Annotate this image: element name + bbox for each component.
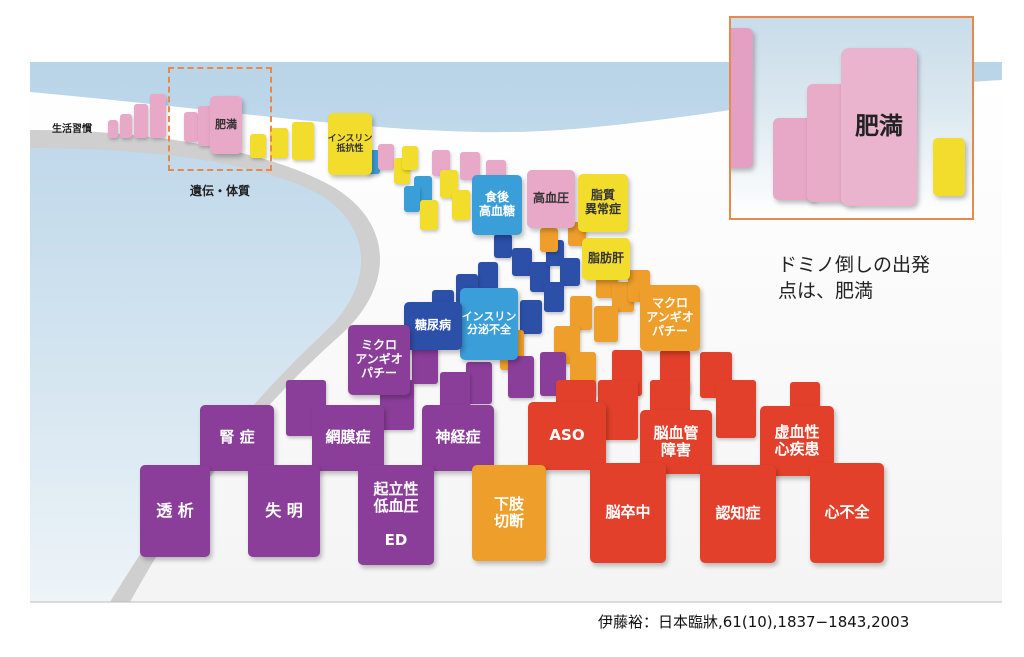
tile-aso: ASO bbox=[528, 402, 606, 470]
obesity-highlight-box bbox=[168, 67, 272, 171]
background-domino-piece bbox=[184, 112, 198, 142]
background-domino-piece bbox=[134, 104, 148, 138]
background-domino-piece bbox=[250, 134, 266, 158]
tile-dialysis-label: 透 析 bbox=[156, 500, 194, 520]
background-domino-piece bbox=[494, 234, 512, 258]
background-domino-piece bbox=[292, 122, 314, 160]
background-domino-piece bbox=[716, 380, 756, 438]
tile-retinopathy-label: 網膜症 bbox=[325, 428, 371, 447]
tile-orthostatic-hypotension-ed-label: 起立性 低血圧 ED bbox=[373, 479, 419, 550]
background-domino-piece bbox=[270, 128, 288, 158]
tile-aso-label: ASO bbox=[549, 426, 585, 445]
tile-diabetes: 糖尿病 bbox=[404, 302, 462, 350]
inset-caption-line1: ドミノ倒しの出発 bbox=[778, 254, 931, 276]
tile-insulin-resistance-label: インスリン 抵抗性 bbox=[327, 133, 373, 154]
tile-heart-failure-label: 心不全 bbox=[824, 503, 870, 522]
inset-obesity-domino: 肥満 bbox=[841, 48, 917, 206]
tile-postprandial-hyperglycemia-label: 食後 高血糖 bbox=[478, 190, 515, 218]
tile-stroke: 脳卒中 bbox=[590, 463, 666, 563]
tile-postprandial-hyperglycemia: 食後 高血糖 bbox=[472, 175, 522, 235]
background-domino-piece bbox=[478, 262, 498, 290]
inset-obesity-label: 肥満 bbox=[855, 112, 903, 141]
tile-dialysis: 透 析 bbox=[140, 465, 210, 557]
tile-macroangiopathy-label: マクロ アンギオ パチー bbox=[646, 296, 694, 338]
inset-caption-line2: 点は、肥満 bbox=[778, 280, 874, 302]
background-domino-piece bbox=[466, 362, 492, 404]
tile-nephropathy-label: 腎 症 bbox=[219, 428, 255, 447]
tile-blindness: 失 明 bbox=[248, 465, 320, 557]
tile-dementia: 認知症 bbox=[700, 465, 776, 563]
tile-macroangiopathy: マクロ アンギオ パチー bbox=[640, 285, 700, 351]
background-domino-piece bbox=[120, 114, 132, 138]
inset-pink-domino-1 bbox=[731, 28, 753, 168]
background-domino-piece bbox=[540, 228, 558, 252]
tile-dyslipidemia-label: 脂質 異常症 bbox=[584, 188, 621, 216]
background-domino-piece bbox=[412, 344, 438, 384]
background-domino-piece bbox=[108, 120, 118, 138]
tile-obesity-label: 肥満 bbox=[215, 117, 237, 131]
background-domino-piece bbox=[378, 144, 394, 170]
background-domino-piece bbox=[594, 306, 618, 342]
background-domino-piece bbox=[544, 282, 564, 312]
background-domino-piece bbox=[512, 248, 532, 276]
tile-impaired-insulin-secretion: インスリン 分泌不全 bbox=[460, 288, 518, 360]
tile-neuropathy: 神経症 bbox=[422, 405, 494, 471]
tile-fatty-liver: 脂肪肝 bbox=[582, 238, 630, 280]
background-domino-piece bbox=[508, 356, 534, 398]
tile-dementia-label: 認知症 bbox=[715, 504, 761, 523]
tile-blindness-label: 失 明 bbox=[265, 500, 303, 520]
tile-heart-failure: 心不全 bbox=[810, 463, 884, 563]
tile-hypertension-label: 高血圧 bbox=[532, 191, 569, 206]
tile-stroke-label: 脳卒中 bbox=[605, 503, 651, 522]
background-domino-piece bbox=[560, 258, 580, 286]
tile-amputation: 下肢 切断 bbox=[472, 465, 546, 561]
background-domino-piece bbox=[150, 94, 166, 138]
tile-microangiopathy-label: ミクロ アンギオ パチー bbox=[355, 338, 403, 380]
tile-amputation-label: 下肢 切断 bbox=[493, 494, 524, 530]
tile-impaired-insulin-secretion-label: インスリン 分泌不全 bbox=[461, 310, 517, 336]
background-domino-piece bbox=[198, 106, 212, 146]
tile-ischemic-heart-disease-label: 虚血性 心疾患 bbox=[774, 422, 820, 458]
heredity-label: 遺伝・体質 bbox=[190, 184, 251, 198]
tile-microangiopathy: ミクロ アンギオ パチー bbox=[348, 325, 410, 395]
background-domino-piece bbox=[420, 200, 438, 230]
tile-obesity: 肥満 bbox=[210, 96, 242, 154]
tile-orthostatic-hypotension-ed: 起立性 低血圧 ED bbox=[358, 465, 434, 565]
background-domino-piece bbox=[432, 150, 450, 176]
tile-nephropathy: 腎 症 bbox=[200, 405, 274, 471]
tile-hypertension: 高血圧 bbox=[527, 170, 575, 228]
tile-cerebrovascular-disorder-label: 脳血管 障害 bbox=[653, 423, 699, 459]
background-domino-piece bbox=[460, 152, 480, 180]
inset-yellow-domino bbox=[933, 138, 965, 196]
background-domino-piece bbox=[570, 296, 592, 330]
tile-insulin-resistance: インスリン 抵抗性 bbox=[328, 113, 372, 175]
tile-diabetes-label: 糖尿病 bbox=[414, 318, 451, 333]
citation: 伊藤裕：日本臨牀,61(10),1837−1843,2003 bbox=[598, 613, 910, 631]
tile-dyslipidemia: 脂質 異常症 bbox=[578, 174, 628, 232]
tile-fatty-liver-label: 脂肪肝 bbox=[587, 251, 624, 266]
background-domino-piece bbox=[402, 146, 418, 170]
background-domino-piece bbox=[452, 190, 470, 220]
background-domino-piece bbox=[404, 186, 420, 212]
tile-retinopathy: 網膜症 bbox=[312, 405, 384, 471]
inset-zoom-view: 肥満 bbox=[729, 16, 974, 220]
lifestyle-label: 生活習慣 bbox=[52, 124, 92, 135]
tile-neuropathy-label: 神経症 bbox=[435, 428, 481, 447]
background-domino-piece bbox=[520, 300, 542, 334]
